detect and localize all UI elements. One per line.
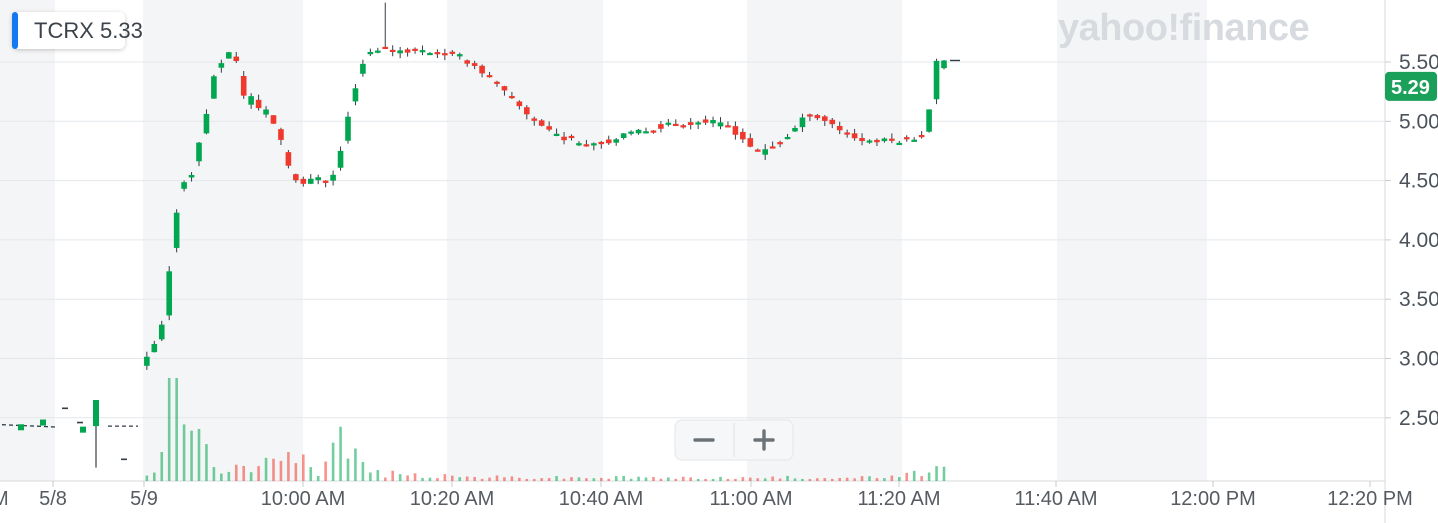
svg-text:11:40 AM: 11:40 AM (1014, 488, 1097, 510)
svg-text:12:00 PM: 12:00 PM (1170, 488, 1256, 510)
svg-text:3.00: 3.00 (1399, 348, 1438, 371)
svg-text:5/8: 5/8 (39, 488, 67, 510)
svg-text:5.00: 5.00 (1399, 110, 1438, 133)
svg-text:10:40 AM: 10:40 AM (559, 488, 644, 510)
svg-text:4.00: 4.00 (1399, 229, 1438, 252)
svg-text:TCRX 5.33: TCRX 5.33 (34, 18, 143, 43)
svg-text:2.50: 2.50 (1399, 407, 1438, 430)
svg-text:11:20 AM: 11:20 AM (857, 488, 940, 510)
svg-text:3.50: 3.50 (1399, 288, 1438, 311)
svg-text:10:20 AM: 10:20 AM (410, 488, 495, 510)
svg-text:5.29: 5.29 (1391, 77, 1430, 99)
svg-text:10:00 AM: 10:00 AM (261, 488, 346, 510)
svg-text:M: M (0, 488, 9, 510)
svg-text:4.50: 4.50 (1399, 170, 1438, 193)
svg-text:5.50: 5.50 (1399, 51, 1438, 74)
svg-text:5/9: 5/9 (130, 488, 158, 510)
svg-text:12:20 PM: 12:20 PM (1327, 488, 1413, 510)
svg-text:yahoo!finance: yahoo!finance (1058, 7, 1309, 49)
svg-text:11:00 AM: 11:00 AM (709, 488, 792, 510)
